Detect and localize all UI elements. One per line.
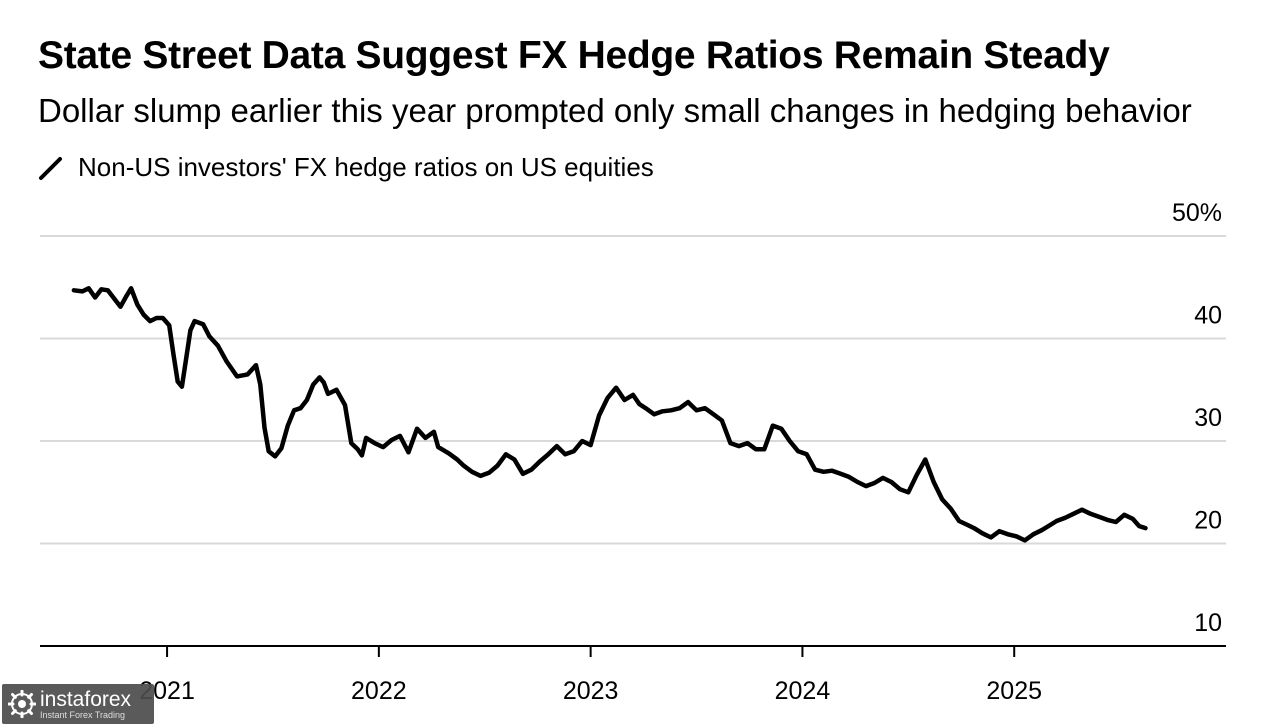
y-tick-label-30: 30 <box>1194 404 1222 432</box>
watermark-brand: instaforex <box>40 687 132 711</box>
chart-subtitle: Dollar slump earlier this year prompted … <box>38 92 1192 129</box>
series-line-hedge-ratio <box>71 286 1148 543</box>
x-tick-label-2023: 2023 <box>563 677 619 705</box>
x-tick-label-2025: 2025 <box>986 677 1042 705</box>
legend: Non-US investors' FX hedge ratios on US … <box>38 152 654 183</box>
y-tick-label-20: 20 <box>1194 507 1222 535</box>
instaforex-logo-icon <box>8 690 36 718</box>
x-tick-label-2024: 2024 <box>775 677 831 705</box>
x-axis <box>40 645 1226 657</box>
y-tick-label-10: 10 <box>1194 609 1222 637</box>
gridlines <box>40 235 1226 545</box>
instaforex-watermark: instaforex Instant Forex Trading <box>2 684 154 724</box>
legend-label: Non-US investors' FX hedge ratios on US … <box>78 152 654 182</box>
series-layer <box>71 286 1148 543</box>
y-tick-label-50: 50% <box>1172 199 1222 227</box>
x-axis-labels: 2021 2022 2023 2024 2025 <box>139 677 1042 705</box>
chart-title: State Street Data Suggest FX Hedge Ratio… <box>38 34 1110 77</box>
watermark-tagline: Instant Forex Trading <box>40 709 126 720</box>
y-tick-label-40: 40 <box>1194 302 1222 330</box>
x-tick-label-2022: 2022 <box>351 677 407 705</box>
y-axis-labels: 10 20 30 40 50% <box>1172 199 1222 637</box>
legend-line-icon <box>39 156 62 180</box>
